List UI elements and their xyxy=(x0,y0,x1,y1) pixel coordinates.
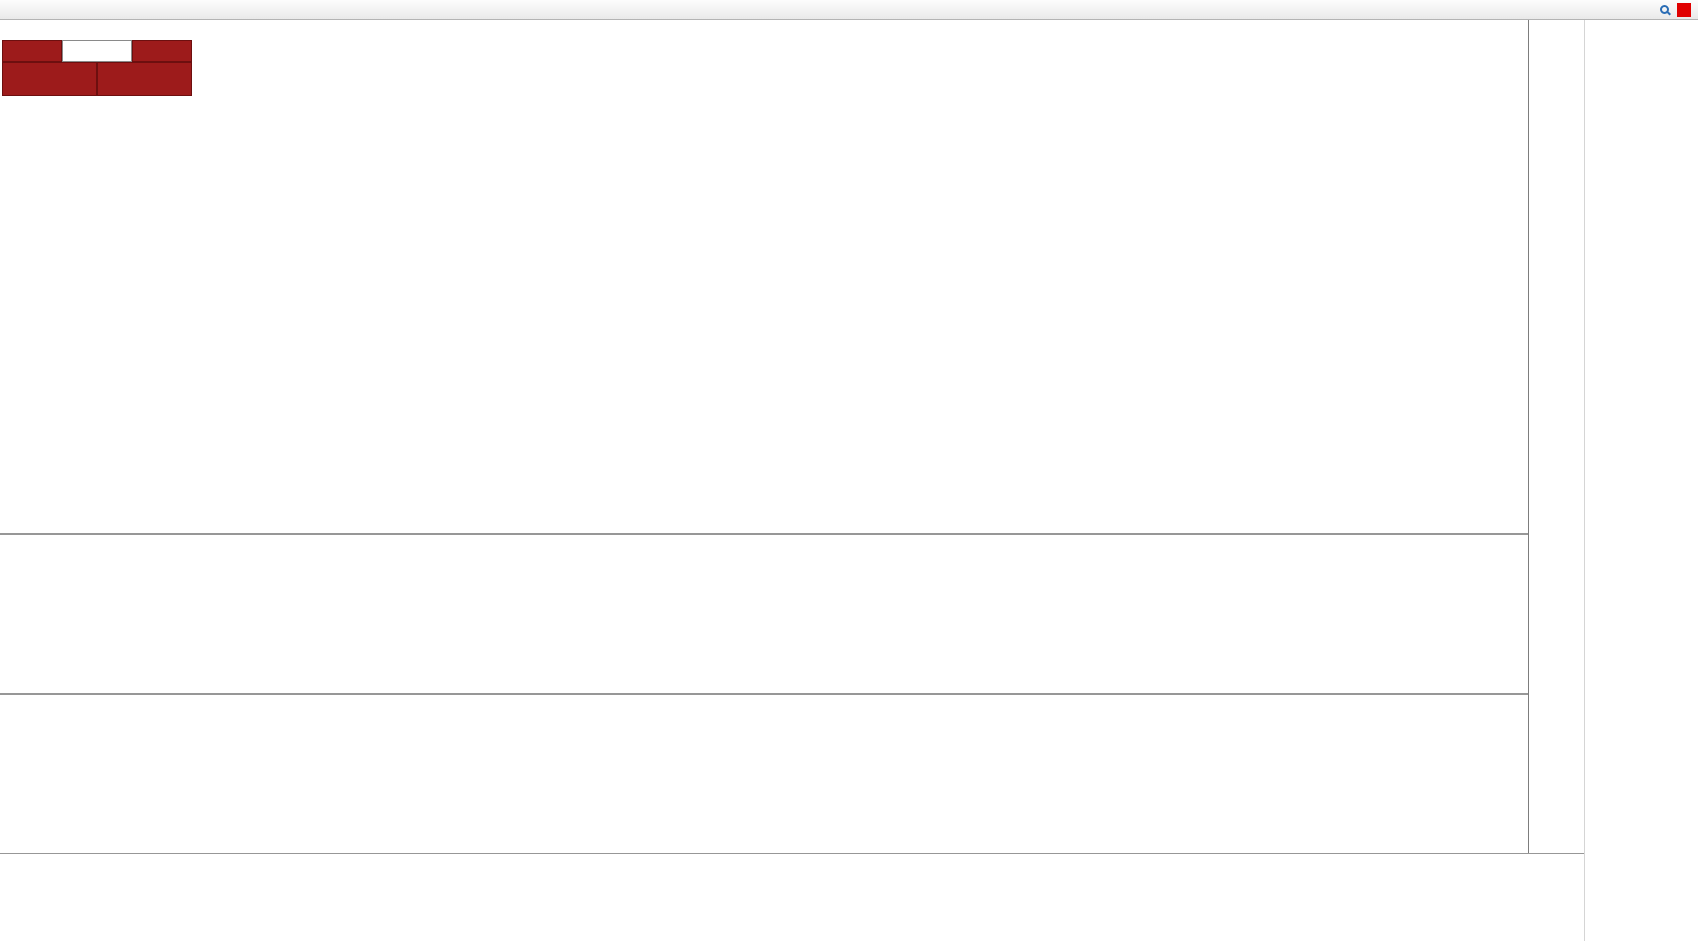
chart-window xyxy=(0,20,1584,873)
panel-splitter[interactable] xyxy=(0,533,1584,535)
buy-button[interactable] xyxy=(132,40,192,62)
macd-panel[interactable] xyxy=(0,537,1528,692)
search-icon[interactable] xyxy=(1660,5,1669,14)
sell-price[interactable] xyxy=(2,62,97,96)
volume-input[interactable] xyxy=(62,40,132,62)
main-toolbar xyxy=(0,0,1698,20)
sell-button[interactable] xyxy=(2,40,62,62)
one-click-trading-panel xyxy=(2,40,192,96)
right-margin xyxy=(1584,20,1698,941)
main-chart[interactable] xyxy=(0,20,1528,533)
buy-price[interactable] xyxy=(97,62,192,96)
panel-splitter[interactable] xyxy=(0,693,1584,695)
rsi-panel[interactable] xyxy=(0,697,1528,852)
time-axis[interactable] xyxy=(0,853,1584,873)
toolbar-right xyxy=(1660,2,1695,17)
price-axis[interactable] xyxy=(1528,20,1584,853)
notification-badge[interactable] xyxy=(1677,2,1691,17)
